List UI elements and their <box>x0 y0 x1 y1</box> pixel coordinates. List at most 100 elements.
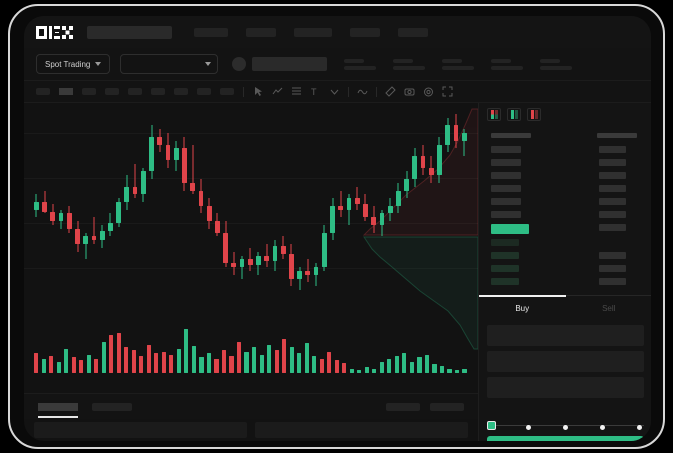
orderbook-ask-amount[interactable] <box>599 185 626 192</box>
bottom-right-tab-1[interactable] <box>386 402 420 411</box>
bottom-tab-2[interactable] <box>92 402 132 411</box>
orderbook-ask-amount[interactable] <box>599 159 626 166</box>
timeframe-group <box>36 88 234 95</box>
volume-bar <box>357 370 362 373</box>
search-input[interactable] <box>87 25 172 39</box>
candle-wick <box>192 144 194 195</box>
candle-body <box>108 223 113 231</box>
volume-bar <box>94 358 99 373</box>
orderbook-bid-price[interactable] <box>491 239 519 246</box>
timeframe-button-7[interactable] <box>174 88 188 95</box>
orderbook-ask-price[interactable] <box>491 172 521 179</box>
candle-body <box>453 125 459 141</box>
nav-item-1[interactable] <box>194 27 228 37</box>
orderbook-last-amount[interactable] <box>599 224 626 231</box>
fibonacci-icon[interactable] <box>291 86 302 97</box>
trendline-icon[interactable] <box>272 86 283 97</box>
orderbook-last-price[interactable] <box>491 224 529 234</box>
chevron-down-icon[interactable] <box>329 86 340 97</box>
orderbook-rows[interactable] <box>479 129 651 289</box>
order-total-field[interactable] <box>487 377 644 398</box>
orderbook-panel: Buy Sell <box>478 103 651 441</box>
candle-body <box>173 148 179 160</box>
slider-stop-75[interactable] <box>600 425 605 430</box>
wave-icon[interactable] <box>357 86 368 97</box>
orderbook-bid-price[interactable] <box>491 278 519 285</box>
nav-item-5[interactable] <box>398 27 428 37</box>
timeframe-button-1[interactable] <box>36 88 50 95</box>
top-navigation-bar <box>24 16 651 48</box>
timeframe-button-5[interactable] <box>128 88 142 95</box>
ruler-icon[interactable] <box>385 86 396 97</box>
volume-bar <box>439 365 445 373</box>
stat-value <box>540 65 573 70</box>
orderbook-ask-price[interactable] <box>491 159 521 166</box>
orderbook-bid-amount[interactable] <box>599 265 626 272</box>
volume-bar <box>252 347 257 373</box>
orderbook-ask-amount[interactable] <box>599 211 626 218</box>
slider-stop-25[interactable] <box>526 425 531 430</box>
volume-bar <box>349 368 354 373</box>
bottom-tab-1[interactable] <box>38 402 78 418</box>
candle <box>50 107 56 297</box>
orderbook-ask-price[interactable] <box>491 185 521 192</box>
candle <box>66 107 72 297</box>
orderbook-ask-amount[interactable] <box>599 146 626 153</box>
submit-buy-button[interactable] <box>487 436 644 441</box>
candle <box>354 107 360 297</box>
candle <box>437 107 442 297</box>
orderbook-ask-price[interactable] <box>491 198 521 205</box>
order-amount-slider[interactable] <box>487 418 644 432</box>
timeframe-button-4[interactable] <box>105 88 119 95</box>
slider-stop-50[interactable] <box>563 425 568 430</box>
timeframe-button-3[interactable] <box>82 88 96 95</box>
candle-body <box>420 156 426 168</box>
orderbook-bid-amount[interactable] <box>599 252 626 259</box>
stat-label <box>344 58 365 63</box>
order-amount-field[interactable] <box>487 351 644 372</box>
nav-item-3[interactable] <box>294 27 332 37</box>
candle-body <box>239 259 245 268</box>
candle-body <box>91 236 97 241</box>
candle-body <box>461 133 467 141</box>
orderbook-bid-price[interactable] <box>491 265 519 272</box>
volume-bar <box>402 353 407 373</box>
nav-item-4[interactable] <box>350 27 380 37</box>
fullscreen-icon[interactable] <box>442 86 453 97</box>
okx-logo[interactable] <box>36 25 73 39</box>
timeframe-button-6[interactable] <box>151 88 165 95</box>
tab-sell[interactable]: Sell <box>602 304 616 313</box>
settings-icon[interactable] <box>423 86 434 97</box>
gridline-3 <box>24 223 478 224</box>
orderbook-bid-amount[interactable] <box>599 278 626 285</box>
orderbook-both-icon[interactable] <box>487 108 501 121</box>
slider-handle[interactable] <box>487 420 496 430</box>
candle-wick <box>348 194 350 225</box>
order-price-field[interactable] <box>487 325 644 346</box>
spot-trading-dropdown[interactable]: Spot Trading <box>36 54 111 74</box>
candle-body <box>297 270 302 279</box>
timeframe-button-8[interactable] <box>197 88 211 95</box>
orderbook-asks-icon[interactable] <box>527 108 541 121</box>
candle <box>116 107 122 297</box>
volume-bar <box>41 358 46 373</box>
timeframe-button-2[interactable] <box>59 88 73 95</box>
text-icon[interactable]: T <box>310 86 321 97</box>
nav-item-2[interactable] <box>246 27 276 37</box>
orderbook-bids-icon[interactable] <box>507 108 521 121</box>
slider-stop-100[interactable] <box>637 425 642 430</box>
orderbook-ask-amount[interactable] <box>599 172 626 179</box>
price-chart[interactable] <box>24 103 478 393</box>
timeframe-button-9[interactable] <box>220 88 234 95</box>
orderbook-bid-price[interactable] <box>491 252 519 259</box>
orderbook-ask-price[interactable] <box>491 146 521 153</box>
candle-body <box>83 236 89 245</box>
orderbook-ask-price[interactable] <box>491 211 521 218</box>
orderbook-ask-amount[interactable] <box>599 198 626 205</box>
bottom-right-tab-2[interactable] <box>430 402 464 411</box>
cursor-icon[interactable] <box>253 86 264 97</box>
tab-buy[interactable]: Buy <box>479 295 566 321</box>
trading-pair-select[interactable] <box>120 54 219 74</box>
camera-icon[interactable] <box>404 86 415 97</box>
volume-bar <box>289 347 294 373</box>
